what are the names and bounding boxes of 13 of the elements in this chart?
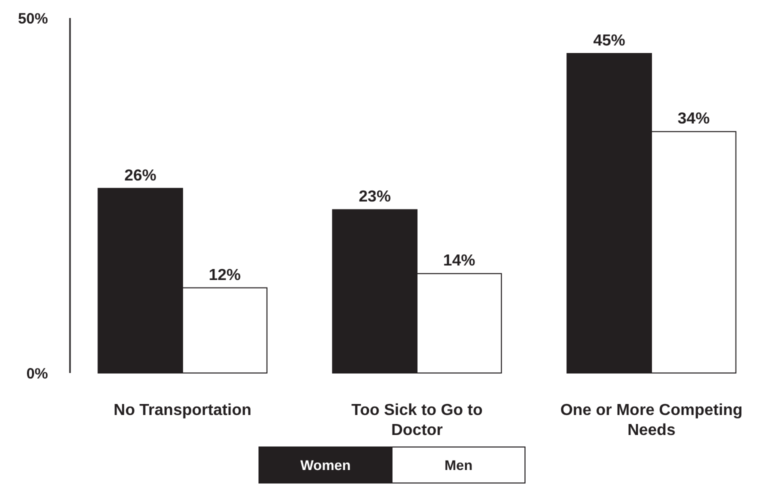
text: Women [300, 456, 351, 473]
data-label: 14% [443, 252, 476, 270]
data-label: 26% [124, 167, 156, 184]
x-tick-label: No Transportation [114, 402, 252, 419]
y-tick-label: 0% [26, 365, 48, 382]
x-tick-label: One or More Competing Needs [560, 402, 743, 439]
data-label: 12% [208, 266, 241, 284]
data-label: 34% [678, 110, 710, 128]
data-label: 45% [593, 32, 626, 50]
data-label: 23% [358, 188, 391, 206]
y-tick-label: 50% [18, 10, 48, 28]
text: Men [444, 456, 472, 473]
x-tick-label: Too Sick to Go to Doctor [351, 402, 483, 439]
